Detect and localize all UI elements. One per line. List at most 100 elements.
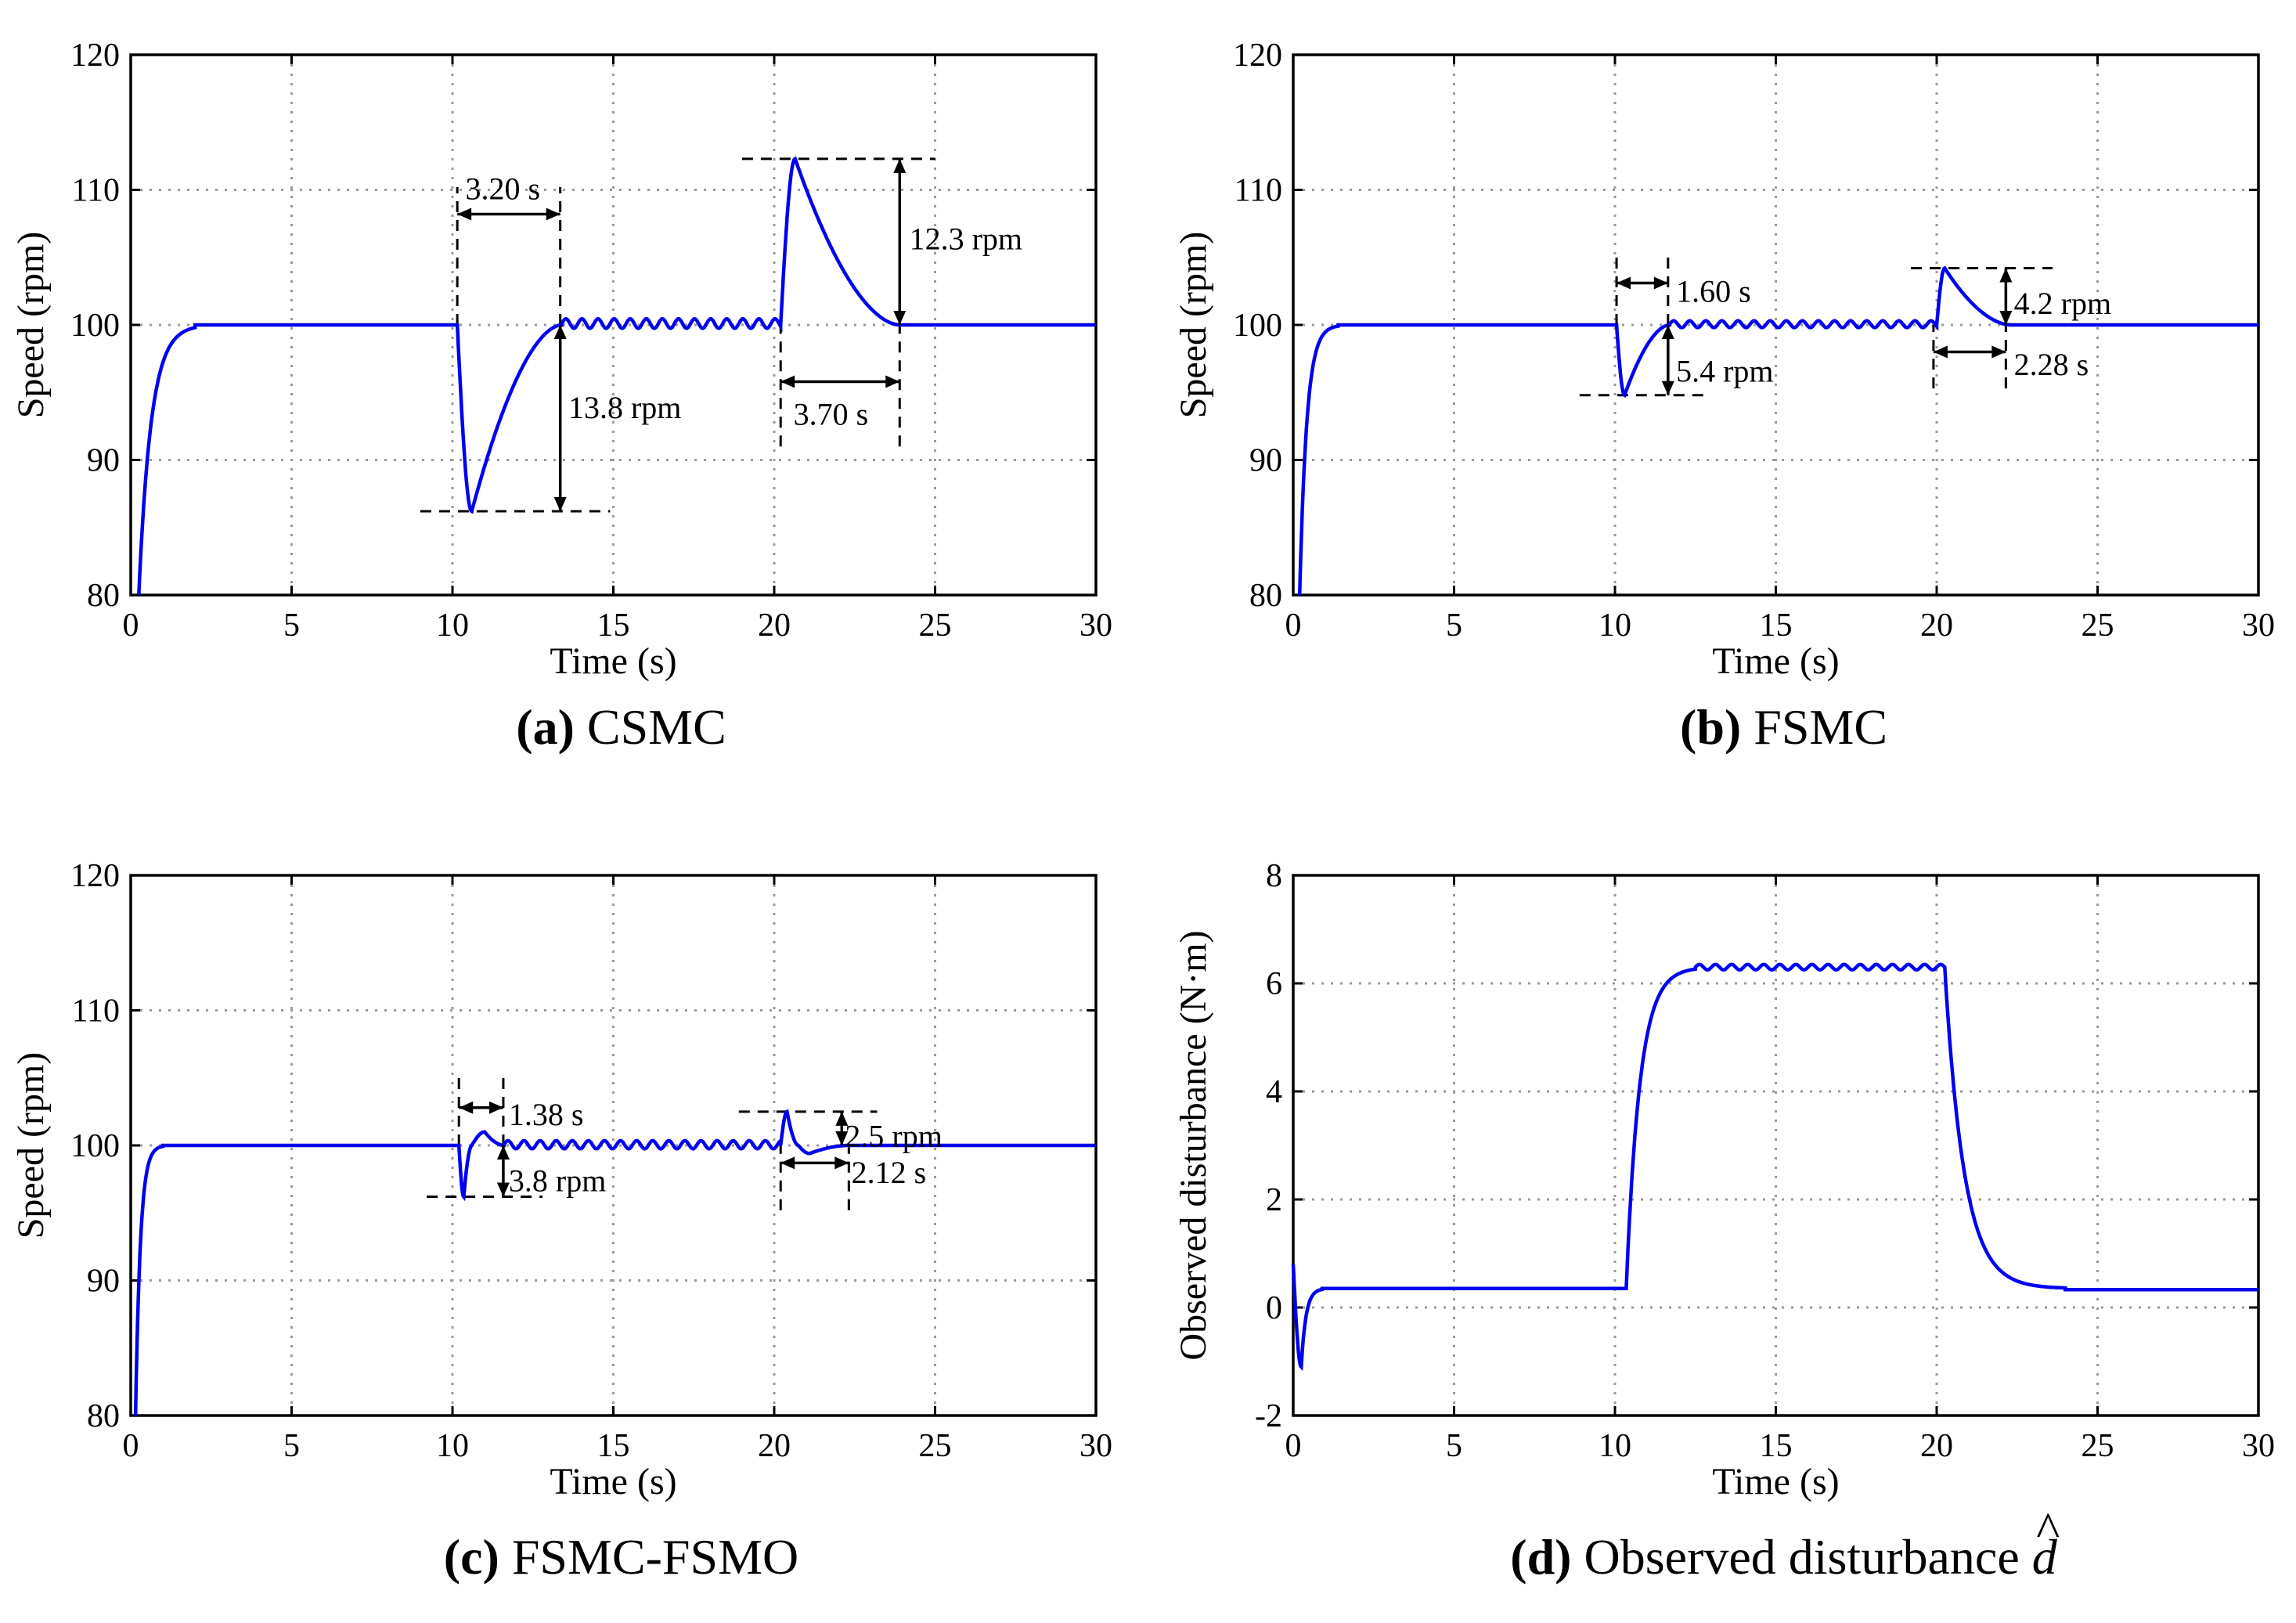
arrow-head	[835, 1111, 849, 1126]
x-tick-label: 30	[1080, 608, 1112, 644]
panel-caption: (b) FSMC	[1680, 699, 1887, 755]
y-tick-label: 90	[1249, 443, 1282, 479]
arrow-head	[780, 1156, 795, 1170]
x-tick-label: 5	[1446, 1428, 1462, 1464]
y-axis-label: Speed (rpm)	[10, 232, 52, 419]
arrow-head	[1991, 345, 2006, 359]
x-tick-label: 5	[283, 608, 300, 644]
x-tick-label: 0	[123, 608, 139, 644]
annotation-label: 2.12 s	[852, 1155, 927, 1190]
panel-caption: (d) Observed disturbance d	[1510, 1529, 2057, 1585]
panel-c-fsmc-fsmo: 0 5 10 15 20 25 30 80 90 100 110 120 Time (s) Speed (…	[10, 858, 1112, 1585]
y-tick-label: 6	[1266, 966, 1282, 1002]
arrow-head	[834, 1156, 849, 1170]
data-series-line	[133, 1109, 1096, 1416]
y-tick-label: 120	[1233, 38, 1282, 74]
y-axis-label: Speed (rpm)	[10, 1052, 52, 1239]
arrow-head	[496, 1145, 510, 1160]
caption-hat-accent: ^	[2036, 1502, 2060, 1557]
y-axis-label: Observed disturbance (N·m)	[1173, 930, 1214, 1360]
y-tick-label: 80	[1249, 578, 1282, 614]
arrow-head	[1653, 276, 1668, 290]
x-tick-label: 5	[283, 1428, 300, 1464]
data-series-line	[1291, 962, 2258, 1372]
y-tick-label: 80	[87, 1398, 120, 1434]
x-tick-label: 0	[1285, 608, 1302, 644]
x-tick-label: 10	[1599, 1428, 1631, 1464]
arrow-head	[893, 311, 907, 325]
x-tick-label: 20	[1920, 608, 1953, 644]
arrow-head	[496, 1182, 510, 1197]
x-tick-label: 15	[597, 608, 630, 644]
y-tick-label: 120	[70, 38, 120, 74]
arrow-head	[459, 1101, 474, 1114]
annotation-label: 3.20 s	[465, 171, 540, 207]
caption-title: CSMC	[575, 699, 726, 755]
annotation-label: 2.5 rpm	[845, 1119, 942, 1154]
x-tick-label: 15	[1760, 1428, 1793, 1464]
caption-letter: (b)	[1680, 699, 1741, 755]
arrow-head	[546, 207, 560, 221]
panel-b-fsmc: 0 5 10 15 20 25 30 80 90 100 110 120 Time (s) Speed (…	[1173, 38, 2275, 755]
arrow-head	[1661, 325, 1674, 339]
panel-caption: (c) FSMC-FSMO	[444, 1529, 798, 1585]
x-tick-label: 0	[123, 1428, 139, 1464]
x-tick-label: 30	[2242, 1428, 2275, 1464]
arrow-head	[553, 325, 567, 339]
arrow-head	[893, 158, 907, 173]
x-axis-label: Time (s)	[550, 640, 676, 682]
x-tick-label: 15	[1760, 608, 1793, 644]
y-tick-label: 100	[70, 308, 120, 344]
panel-a-csmc: 0 5 10 15 20 25 30 80 90 100 110 120 Time (s) Speed (…	[10, 38, 1112, 755]
y-tick-label: 4	[1266, 1074, 1282, 1110]
y-tick-label: 8	[1266, 858, 1282, 894]
y-axis-label: Speed (rpm)	[1173, 232, 1214, 419]
y-tick-label: 80	[87, 578, 120, 614]
x-tick-label: 10	[436, 1428, 469, 1464]
panel-caption: (a) CSMC	[516, 699, 726, 755]
x-tick-label: 25	[2082, 608, 2114, 644]
y-tick-label: 2	[1266, 1182, 1282, 1218]
annotation-label: 1.60 s	[1676, 274, 1751, 309]
annotation-label: 3.70 s	[794, 397, 869, 432]
x-tick-label: 0	[1285, 1428, 1302, 1464]
arrow-head	[1617, 276, 1631, 290]
x-tick-label: 25	[2082, 1428, 2114, 1464]
annotation-label: 4.2 rpm	[2014, 286, 2111, 321]
x-tick-label: 15	[597, 1428, 630, 1464]
caption-title: FSMC-FSMO	[499, 1529, 798, 1585]
arrow-head	[1933, 345, 1948, 359]
arrow-head	[553, 497, 567, 512]
arrow-head	[885, 375, 900, 388]
y-tick-label: -2	[1255, 1398, 1282, 1434]
y-tick-label: 100	[70, 1128, 120, 1164]
y-tick-label: 110	[72, 173, 120, 209]
plot-frame	[1292, 874, 2260, 1417]
arrow-head	[488, 1101, 503, 1114]
arrow-head	[457, 207, 472, 221]
x-axis-label: Time (s)	[1712, 1461, 1839, 1502]
annotation-label: 13.8 rpm	[568, 390, 681, 425]
x-tick-label: 20	[758, 608, 791, 644]
arrow-head	[1999, 268, 2013, 283]
x-tick-label: 5	[1446, 608, 1462, 644]
caption-letter: (c)	[444, 1529, 499, 1585]
caption-title: Observed disturbance	[1571, 1529, 2031, 1585]
data-series-line	[1297, 265, 2258, 596]
caption-letter: (a)	[516, 699, 575, 755]
arrow-head	[1999, 311, 2013, 325]
x-tick-label: 10	[1599, 608, 1631, 644]
y-tick-label: 90	[87, 1264, 120, 1300]
x-tick-label: 25	[919, 1428, 952, 1464]
x-axis-label: Time (s)	[550, 1461, 676, 1502]
x-axis-label: Time (s)	[1712, 640, 1839, 682]
x-tick-label: 25	[919, 608, 952, 644]
caption-title: FSMC	[1741, 699, 1887, 755]
x-tick-label: 20	[758, 1428, 791, 1464]
annotation-label: 1.38 s	[509, 1097, 584, 1132]
y-tick-label: 0	[1266, 1290, 1282, 1326]
annotation-label: 3.8 rpm	[509, 1163, 606, 1199]
caption-letter: (d)	[1510, 1529, 1571, 1585]
